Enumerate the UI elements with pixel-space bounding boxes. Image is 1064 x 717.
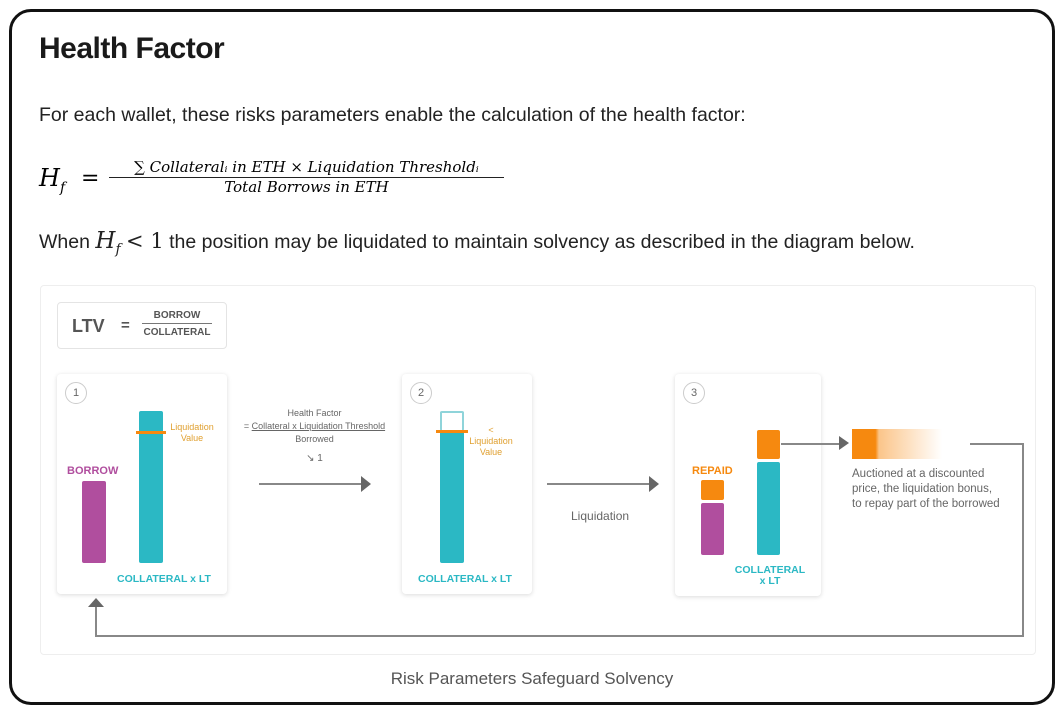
return-line-left xyxy=(95,606,97,637)
diagram-caption: Risk Parameters Safeguard Solvency xyxy=(390,669,674,688)
borrow-bar xyxy=(701,503,724,555)
auction-line: to repay part of the borrowed xyxy=(852,498,1000,510)
ltv-label: LTV xyxy=(72,316,105,336)
when-h: H xyxy=(95,228,116,254)
intro-text: For each wallet, these risks parameters … xyxy=(39,104,746,126)
step-3-card: 3 REPAID COLLATERAL x LT xyxy=(675,374,821,596)
arrow-3 xyxy=(781,443,841,445)
repaid-bar xyxy=(701,480,724,500)
formula-denominator: Total Borrows in ETH xyxy=(224,178,389,196)
liquidation-value-label: Value xyxy=(479,447,503,457)
formula-lhs-sub: f xyxy=(59,179,66,196)
formula-lhs: H xyxy=(39,164,60,192)
collateral-lt-label: x LT xyxy=(759,575,781,587)
liquidation-label: Liquidation xyxy=(170,422,214,432)
return-line-top xyxy=(970,443,1024,445)
return-arrow-head xyxy=(88,598,104,607)
collateral-bar xyxy=(440,431,464,563)
arrow-2-head xyxy=(649,476,659,492)
borrow-label: BORROW xyxy=(67,465,119,477)
step-2-card: 2 < Liquidation Value COLLATERAL x LT xyxy=(402,374,532,594)
liquidation-line xyxy=(436,430,468,433)
arrow-2 xyxy=(547,483,651,485)
window-frame xyxy=(9,9,1055,705)
auction-text: Auctioned at a discounted price, the liq… xyxy=(852,467,1000,512)
arrow-1 xyxy=(259,483,363,485)
collateral-bar xyxy=(139,411,163,563)
step-number: 1 xyxy=(65,382,87,404)
borrow-bar xyxy=(82,481,106,563)
hf-numerator: Collateral x Liquidation Threshold xyxy=(251,421,386,431)
collateral-label: COLLATERAL x LT xyxy=(117,573,211,585)
auction-line: price, the liquidation bonus, xyxy=(852,483,993,495)
liquidation-text: Liquidation xyxy=(571,509,630,523)
liquidation-diagram: LTV = BORROW COLLATERAL 1 BORROW Liquida… xyxy=(40,285,1036,655)
less-than-label: < xyxy=(488,425,494,435)
ltv-numerator: BORROW xyxy=(142,310,212,324)
auction-bar xyxy=(852,429,942,459)
page-title: Health Factor xyxy=(39,32,225,65)
hf-eq: = xyxy=(243,421,250,431)
when-condition: < 1 xyxy=(126,229,164,253)
collateral-bar xyxy=(757,462,780,555)
when-label: When xyxy=(39,231,90,253)
ltv-box: LTV = BORROW COLLATERAL xyxy=(57,302,227,349)
formula-eq: = xyxy=(81,166,100,191)
arrow-1-head xyxy=(361,476,371,492)
step-1-card: 1 BORROW Liquidation Value COLLATERAL x L… xyxy=(57,374,227,594)
hf-trend: ↘ 1 xyxy=(306,453,323,464)
step-number: 2 xyxy=(410,382,432,404)
return-line-right xyxy=(1022,443,1024,637)
step-number: 3 xyxy=(683,382,705,404)
return-line-bottom xyxy=(95,635,1024,637)
health-factor-formula: Hf = ∑ Collateralᵢ in ETH × Liquidation … xyxy=(39,158,519,202)
hf-title: Health Factor xyxy=(287,408,342,418)
bonus-bar xyxy=(757,430,780,459)
lost-collateral-outline xyxy=(440,411,464,431)
auction-line: Auctioned at a discounted xyxy=(852,468,985,480)
repaid-label: REPAID xyxy=(692,465,733,477)
liquidation-line xyxy=(136,431,166,434)
collateral-label: COLLATERAL xyxy=(734,564,806,576)
arrow-3-head xyxy=(839,436,849,450)
formula-numerator: ∑ Collateralᵢ in ETH × Liquidation Thres… xyxy=(109,158,504,178)
liquidation-label: Liquidation xyxy=(469,436,513,446)
hf-formula: Health Factor = Collateral x Liquidation… xyxy=(227,407,402,465)
liquidation-value-label: Value xyxy=(180,433,204,443)
when-sub: f xyxy=(115,241,121,258)
ltv-eq: = xyxy=(121,317,130,334)
collateral-label: COLLATERAL x LT xyxy=(418,573,512,585)
ltv-denominator: COLLATERAL xyxy=(143,327,211,338)
condition-text: When Hf < 1 the position may be liquidat… xyxy=(39,228,915,258)
when-text: the position may be liquidated to mainta… xyxy=(169,231,915,253)
hf-denominator: Borrowed xyxy=(295,434,334,444)
